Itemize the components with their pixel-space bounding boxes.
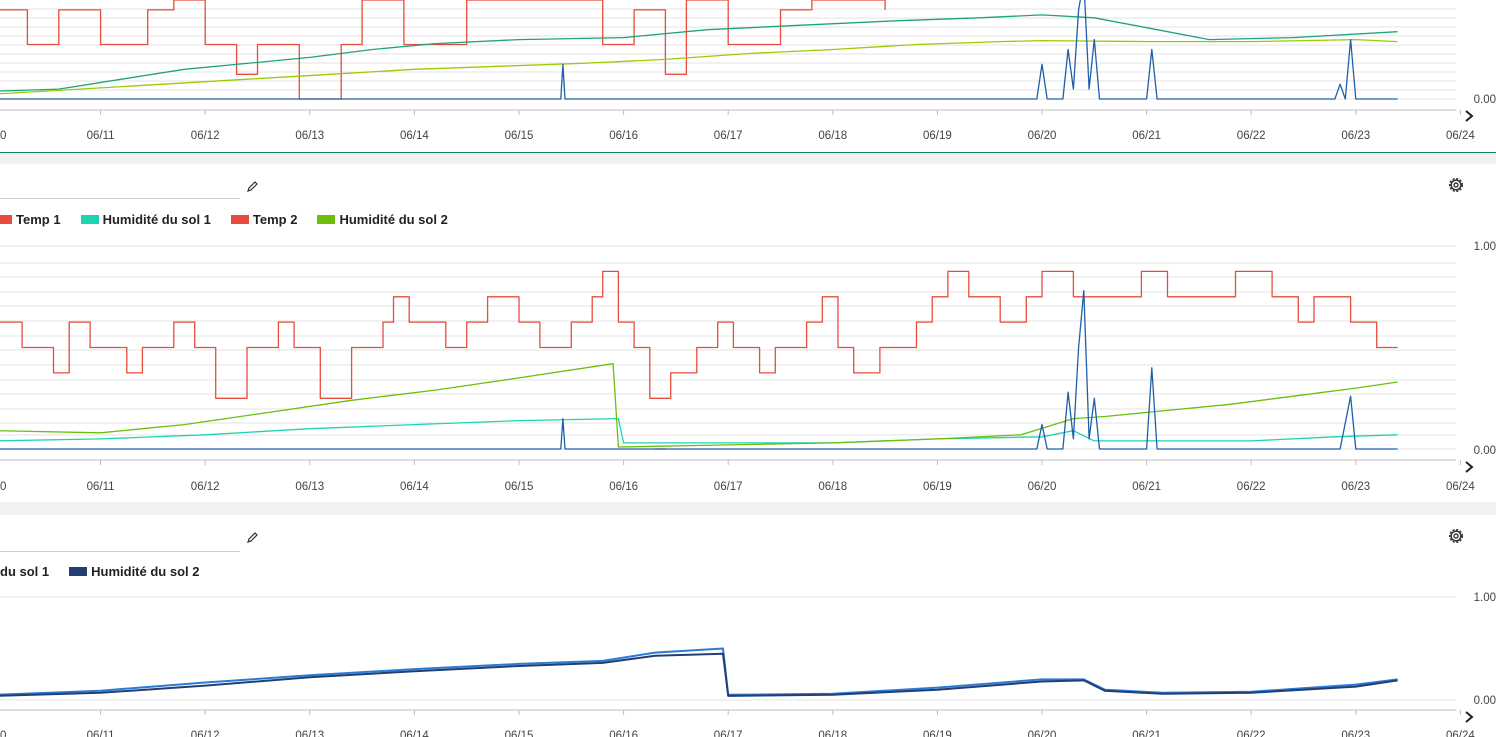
x-tick-label: 06/22 bbox=[1237, 481, 1266, 493]
x-tick-label: 06/21 bbox=[1132, 130, 1161, 142]
chevron-right-icon[interactable] bbox=[1465, 711, 1474, 723]
x-tick-label: 06/12 bbox=[191, 481, 220, 493]
chart-3-legend: du sol 1 Humidité du sol 2 bbox=[0, 562, 219, 580]
legend-item[interactable]: Humidité du sol 1 bbox=[80, 211, 211, 227]
x-tick-label: 06/17 bbox=[714, 130, 743, 142]
y-tick-label: 1.00 bbox=[1474, 241, 1496, 253]
series-line bbox=[0, 0, 886, 100]
x-tick-label: 06/18 bbox=[818, 730, 847, 737]
x-tick-label: 06/16 bbox=[609, 481, 638, 493]
x-tick-label: 0 bbox=[0, 730, 6, 737]
x-tick-label: 06/14 bbox=[400, 481, 429, 493]
series-line bbox=[0, 38, 1398, 95]
x-tick-label: 06/15 bbox=[505, 730, 534, 737]
legend-swatch bbox=[69, 566, 88, 576]
x-tick-label: 06/16 bbox=[609, 730, 638, 737]
x-tick-label: 06/11 bbox=[87, 730, 115, 737]
edit-pencil-icon[interactable] bbox=[245, 531, 259, 545]
x-tick-label: 06/12 bbox=[191, 130, 220, 142]
series-line bbox=[0, 290, 1398, 450]
chart-3-svg: 0 06/11 06/12 06/13 06/14 06/15 06/16 06/17 06/1… bbox=[0, 592, 1496, 737]
chevron-right-icon[interactable] bbox=[1465, 110, 1474, 122]
x-tick-label: 06/12 bbox=[191, 730, 220, 737]
x-tick-label: 06/14 bbox=[400, 730, 429, 737]
x-tick-label: 06/17 bbox=[714, 481, 743, 493]
x-tick-label: 06/20 bbox=[1028, 130, 1057, 142]
chart-1-svg: 0 06/11 06/12 06/13 06/14 06/15 06/16 06/17 06/1… bbox=[0, 0, 1496, 142]
legend-item[interactable]: Temp 1 bbox=[0, 212, 61, 227]
chart-2-legend: Temp 1 Humidité du sol 1 Temp 2 Humidité du… bbox=[0, 210, 468, 228]
series-line bbox=[0, 647, 1398, 696]
legend-swatch bbox=[80, 214, 99, 224]
y-tick-label: 0.00 bbox=[1474, 94, 1496, 106]
series-line bbox=[0, 363, 1398, 448]
legend-item[interactable]: du sol 1 bbox=[0, 564, 49, 579]
y-tick-label: 0.00 bbox=[1474, 695, 1496, 707]
series-line bbox=[0, 652, 1398, 697]
chart-panel-2: Temp 1 Humidité du sol 1 Temp 2 Humidité du… bbox=[0, 164, 1496, 502]
gear-icon[interactable] bbox=[1446, 526, 1466, 546]
x-tick-label: 06/23 bbox=[1341, 481, 1370, 493]
chart-panel-3: du sol 1 Humidité du sol 2 0 06/11 06/12 06/… bbox=[0, 515, 1496, 737]
series-line bbox=[0, 0, 1398, 100]
x-tick-label: 06/24 bbox=[1446, 730, 1475, 737]
legend-label: Temp 1 bbox=[16, 211, 61, 227]
x-tick-label: 06/16 bbox=[609, 130, 638, 142]
legend-swatch bbox=[230, 214, 249, 224]
legend-swatch bbox=[0, 214, 12, 224]
x-tick-label: 06/21 bbox=[1132, 730, 1161, 737]
x-tick-label: 06/22 bbox=[1237, 130, 1266, 142]
legend-label: Humidité du sol 2 bbox=[91, 563, 200, 579]
legend-label: Humidité du sol 2 bbox=[339, 211, 448, 227]
series-line bbox=[0, 14, 1398, 92]
legend-label: Humidité du sol 1 bbox=[102, 211, 211, 227]
legend-item[interactable]: Humidité du sol 2 bbox=[69, 564, 199, 579]
legend-label: du sol 1 bbox=[0, 563, 50, 579]
x-tick-label: 06/23 bbox=[1341, 130, 1370, 142]
y-tick-label: 1.00 bbox=[1474, 592, 1496, 604]
x-tick-label: 06/18 bbox=[818, 130, 847, 142]
x-tick-label: 06/15 bbox=[505, 130, 534, 142]
x-tick-label: 06/23 bbox=[1341, 730, 1370, 737]
series-line bbox=[0, 417, 1398, 444]
chart-3-title-input[interactable] bbox=[0, 529, 240, 552]
x-tick-label: 06/15 bbox=[505, 481, 534, 493]
x-tick-label: 06/19 bbox=[923, 730, 952, 737]
x-tick-label: 06/11 bbox=[87, 130, 115, 142]
x-tick-label: 0 bbox=[0, 130, 6, 142]
chevron-right-icon[interactable] bbox=[1465, 461, 1474, 473]
x-tick-label: 06/20 bbox=[1028, 730, 1057, 737]
x-tick-label: 06/21 bbox=[1132, 481, 1161, 493]
gear-icon[interactable] bbox=[1446, 175, 1466, 195]
x-tick-label: 06/20 bbox=[1028, 481, 1057, 493]
x-tick-label: 06/19 bbox=[923, 481, 952, 493]
x-tick-label: 06/13 bbox=[295, 730, 324, 737]
x-tick-label: 06/18 bbox=[818, 481, 847, 493]
x-tick-label: 06/11 bbox=[87, 481, 115, 493]
x-tick-label: 06/24 bbox=[1446, 481, 1475, 493]
chart-2-svg: 0 06/11 06/12 06/13 06/14 06/15 06/16 06/17 06/1… bbox=[0, 241, 1496, 493]
legend-swatch bbox=[317, 214, 336, 224]
legend-label: Temp 2 bbox=[252, 211, 298, 227]
x-tick-label: 06/14 bbox=[400, 130, 429, 142]
edit-pencil-icon[interactable] bbox=[245, 180, 259, 194]
chart-panel-1: 0 06/11 06/12 06/13 06/14 06/15 06/16 06/17 06/1… bbox=[0, 0, 1496, 152]
legend-item[interactable]: Temp 2 bbox=[230, 211, 298, 227]
x-tick-label: 06/22 bbox=[1237, 730, 1266, 737]
x-tick-label: 06/13 bbox=[295, 481, 324, 493]
series-line bbox=[0, 270, 1398, 399]
legend-item[interactable]: Humidité du sol 2 bbox=[317, 211, 448, 227]
x-tick-label: 06/13 bbox=[295, 130, 324, 142]
chart-2-title-input[interactable] bbox=[0, 176, 240, 199]
x-tick-label: 06/17 bbox=[714, 730, 743, 737]
x-tick-label: 06/24 bbox=[1446, 130, 1475, 142]
x-tick-label: 0 bbox=[0, 481, 6, 493]
panel-divider-1 bbox=[0, 152, 1496, 165]
x-tick-label: 06/19 bbox=[923, 130, 952, 142]
y-tick-label: 0.00 bbox=[1474, 445, 1496, 457]
panel-divider-2 bbox=[0, 502, 1496, 515]
